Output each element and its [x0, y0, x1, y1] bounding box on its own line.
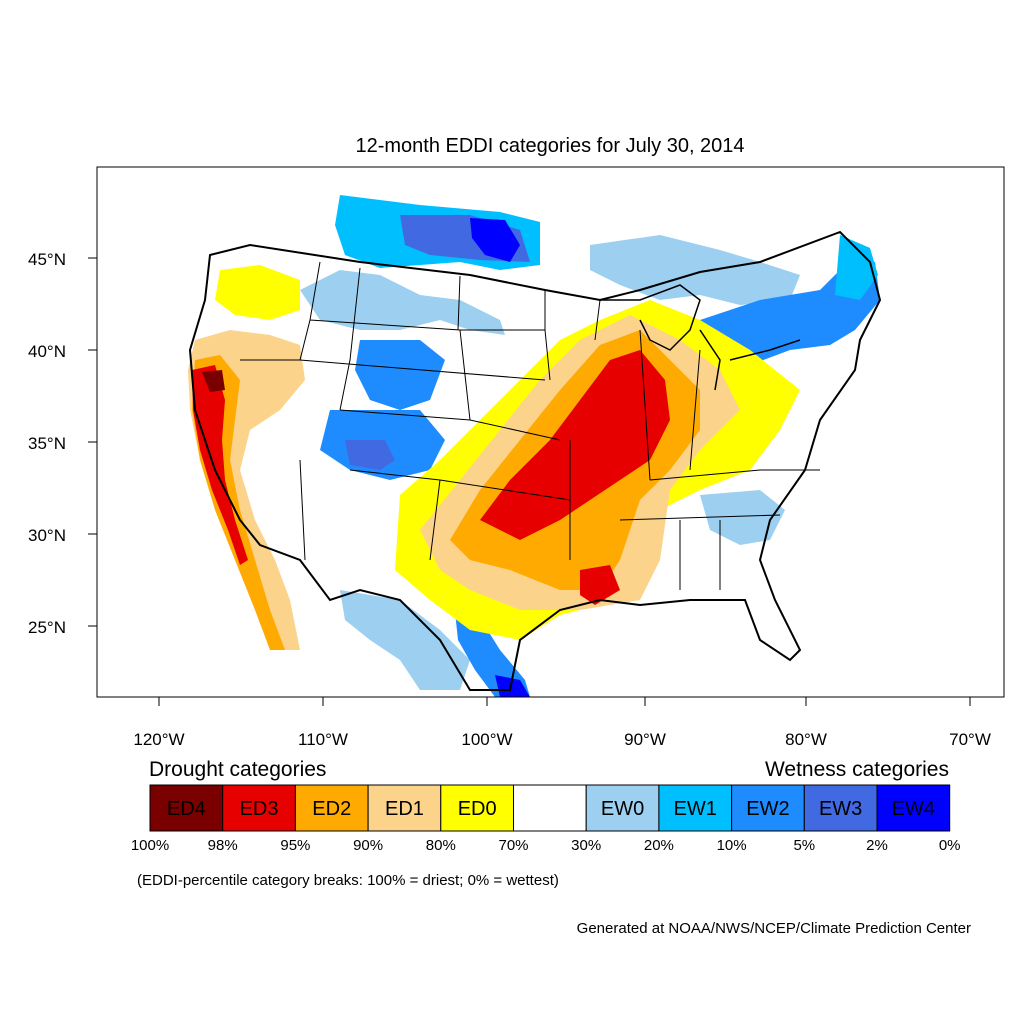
- legend-swatch-label: EW2: [746, 798, 789, 820]
- great-lakes: [600, 284, 801, 391]
- legend-swatch: [149, 784, 224, 832]
- legend-swatch-label: ED4: [167, 798, 206, 820]
- lon-label: 110°W: [298, 730, 348, 749]
- boundaries: [188, 230, 882, 691]
- ew4-north-dakota: [470, 218, 520, 262]
- lat-label: 35°N: [28, 434, 66, 453]
- legend: Drought categories Wetness categories ED…: [131, 758, 961, 889]
- legend-break-label: 70%: [498, 837, 528, 854]
- ew2-south-texas: [455, 612, 530, 697]
- drought-heading: Drought categories: [149, 758, 326, 781]
- legend-swatch-label: ED0: [458, 798, 497, 820]
- lat-label: 25°N: [28, 618, 66, 637]
- map-panel: [96, 166, 1005, 698]
- legend-swatch-label: ED1: [385, 798, 424, 820]
- legend-break-label: 5%: [793, 837, 815, 854]
- legend-break-label: 95%: [280, 837, 310, 854]
- ed3-california: [192, 365, 248, 565]
- ew0-montana: [300, 270, 505, 335]
- ew0-great-lakes: [590, 235, 800, 305]
- legend-break-label: 80%: [426, 837, 456, 854]
- legend-break-label: 98%: [208, 837, 238, 854]
- legend-break-label: 100%: [131, 837, 169, 854]
- legend-note: (EDDI-percentile category breaks: 100% =…: [137, 872, 559, 889]
- legend-swatch: [876, 784, 951, 832]
- lat-label: 30°N: [28, 526, 66, 545]
- legend-swatch: [440, 784, 514, 832]
- latitude-axis: 45°N 40°N 35°N 30°N 25°N: [28, 250, 97, 637]
- map-border: [96, 166, 1005, 698]
- lat-label: 45°N: [28, 250, 66, 269]
- legend-swatch: [731, 784, 805, 832]
- ed4-northern-california: [202, 370, 225, 392]
- lon-label: 100°W: [461, 730, 512, 749]
- legend-swatch: [658, 784, 733, 832]
- state-lines: [240, 261, 820, 590]
- coastline: [188, 230, 882, 691]
- lon-label: 80°W: [785, 730, 827, 749]
- ew3-new-mexico: [345, 440, 395, 470]
- wetness-heading: Wetness categories: [765, 758, 949, 781]
- legend-swatch: [513, 784, 587, 832]
- legend-swatch-label: EW1: [674, 798, 717, 820]
- legend-swatch: [585, 784, 660, 832]
- legend-breaks: 100% 98% 95% 90% 80% 70% 30% 20% 10% 5% 2% 0%: [131, 837, 961, 854]
- map-title: 12-month EDDI categories for July 30, 20…: [355, 135, 744, 157]
- legend-break-label: 0%: [939, 837, 961, 854]
- lat-label: 40°N: [28, 342, 66, 361]
- longitude-axis: 120°W 110°W 100°W 90°W 80°W 70°W: [133, 697, 991, 749]
- lon-label: 70°W: [949, 730, 991, 749]
- legend-swatch-label: ED3: [240, 798, 279, 820]
- legend-swatch-label: EW4: [892, 798, 935, 820]
- legend-break-label: 10%: [717, 837, 747, 854]
- legend-break-label: 2%: [866, 837, 888, 854]
- legend-colorbar: ED4 ED3 ED2 ED1 ED0 EW0 EW1 EW2 EW3 EW4: [149, 784, 951, 832]
- legend-swatch: [803, 784, 878, 832]
- credit-line: Generated at NOAA/NWS/NCEP/Climate Predi…: [577, 920, 971, 937]
- legend-swatch-label: EW0: [601, 798, 644, 820]
- ew2-northeast: [700, 260, 880, 370]
- legend-swatch-label: ED2: [312, 798, 351, 820]
- ed3-central: [480, 350, 670, 540]
- ew1-new-england: [835, 235, 878, 300]
- lon-label: 90°W: [624, 730, 666, 749]
- ew4-south-texas: [495, 675, 530, 697]
- ew2-wyoming: [355, 340, 445, 410]
- legend-break-label: 90%: [353, 837, 383, 854]
- legend-swatch: [294, 784, 369, 832]
- ew0-southwest: [340, 590, 470, 690]
- ed3-louisiana: [580, 565, 620, 605]
- ew0-southeast: [700, 490, 785, 545]
- legend-break-label: 20%: [644, 837, 674, 854]
- lon-label: 120°W: [133, 730, 184, 749]
- legend-break-label: 30%: [571, 837, 601, 854]
- legend-swatch: [222, 784, 296, 832]
- legend-swatch: [367, 784, 442, 832]
- legend-swatch-label: EW3: [819, 798, 862, 820]
- eddi-fields: [188, 195, 880, 697]
- ed0-oregon: [215, 265, 300, 320]
